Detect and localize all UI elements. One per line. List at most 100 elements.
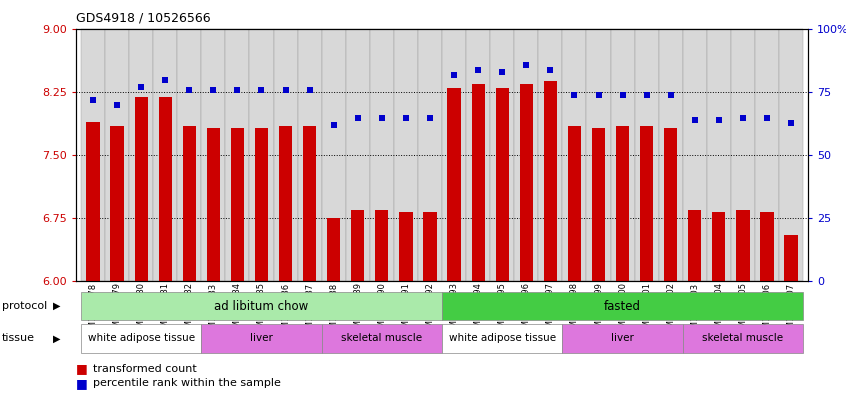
Point	[784, 119, 798, 126]
Text: liver: liver	[611, 333, 634, 343]
Bar	[370, 29, 394, 281]
Bar	[376, 210, 388, 281]
Point	[640, 92, 653, 98]
Bar	[779, 29, 803, 281]
Point	[303, 87, 316, 93]
Bar	[519, 84, 533, 281]
Point	[471, 66, 485, 73]
Point	[568, 92, 581, 98]
Point	[255, 87, 268, 93]
Bar	[611, 29, 634, 281]
Bar	[442, 29, 466, 281]
Bar	[634, 29, 659, 281]
Bar	[514, 29, 538, 281]
Bar	[250, 29, 273, 281]
Bar	[81, 29, 105, 281]
Point	[279, 87, 293, 93]
Point	[110, 102, 124, 108]
Bar	[321, 29, 346, 281]
Bar	[135, 97, 148, 281]
Text: ▶: ▶	[53, 301, 60, 311]
Text: liver: liver	[250, 333, 273, 343]
Point	[761, 114, 774, 121]
Point	[158, 77, 172, 83]
Bar	[225, 29, 250, 281]
Text: skeletal muscle: skeletal muscle	[702, 333, 783, 343]
Bar	[563, 29, 586, 281]
Text: ▶: ▶	[53, 333, 60, 343]
Bar	[105, 29, 129, 281]
Text: white adipose tissue: white adipose tissue	[448, 333, 556, 343]
Bar	[568, 126, 581, 281]
Point	[736, 114, 750, 121]
Point	[448, 72, 461, 78]
Point	[183, 87, 196, 93]
Bar	[731, 29, 755, 281]
Bar	[496, 88, 508, 281]
Bar	[298, 29, 321, 281]
Bar	[178, 29, 201, 281]
Bar	[616, 126, 629, 281]
Bar	[538, 29, 563, 281]
Bar	[394, 29, 418, 281]
Bar	[448, 88, 461, 281]
Bar	[327, 218, 340, 281]
Text: ■: ■	[76, 362, 88, 375]
Point	[206, 87, 220, 93]
Bar	[712, 212, 726, 281]
Bar	[86, 122, 100, 281]
Bar	[153, 29, 178, 281]
Text: percentile rank within the sample: percentile rank within the sample	[93, 378, 281, 388]
Bar	[592, 129, 605, 281]
Bar	[351, 210, 365, 281]
Text: tissue: tissue	[2, 333, 35, 343]
Bar	[129, 29, 153, 281]
Text: transformed count: transformed count	[93, 364, 197, 374]
Bar	[490, 29, 514, 281]
Bar	[183, 126, 196, 281]
Point	[375, 114, 388, 121]
Bar	[346, 29, 370, 281]
Bar	[544, 81, 557, 281]
Bar	[586, 29, 611, 281]
Text: protocol: protocol	[2, 301, 47, 311]
Point	[591, 92, 605, 98]
Bar	[683, 29, 706, 281]
Bar	[399, 212, 413, 281]
Text: ad libitum chow: ad libitum chow	[214, 299, 309, 313]
Point	[231, 87, 244, 93]
Point	[712, 117, 726, 123]
Point	[399, 114, 413, 121]
Bar	[784, 235, 798, 281]
Bar	[231, 129, 244, 281]
Bar	[755, 29, 779, 281]
Bar	[423, 212, 437, 281]
Point	[664, 92, 678, 98]
Bar	[303, 126, 316, 281]
Bar	[659, 29, 683, 281]
Text: white adipose tissue: white adipose tissue	[88, 333, 195, 343]
Point	[544, 66, 558, 73]
Bar	[640, 126, 653, 281]
Bar	[466, 29, 490, 281]
Text: GDS4918 / 10526566: GDS4918 / 10526566	[76, 12, 211, 25]
Bar	[158, 97, 172, 281]
Point	[519, 62, 533, 68]
Point	[86, 97, 100, 103]
Bar	[111, 126, 124, 281]
Bar	[279, 126, 292, 281]
Bar	[418, 29, 442, 281]
Text: fasted: fasted	[604, 299, 641, 313]
Bar	[206, 129, 220, 281]
Bar	[273, 29, 298, 281]
Bar	[688, 210, 701, 281]
Point	[327, 122, 340, 128]
Bar	[471, 84, 485, 281]
Bar	[201, 29, 225, 281]
Point	[616, 92, 629, 98]
Point	[423, 114, 437, 121]
Bar	[736, 210, 750, 281]
Bar	[664, 129, 678, 281]
Text: ■: ■	[76, 376, 88, 390]
Text: skeletal muscle: skeletal muscle	[341, 333, 422, 343]
